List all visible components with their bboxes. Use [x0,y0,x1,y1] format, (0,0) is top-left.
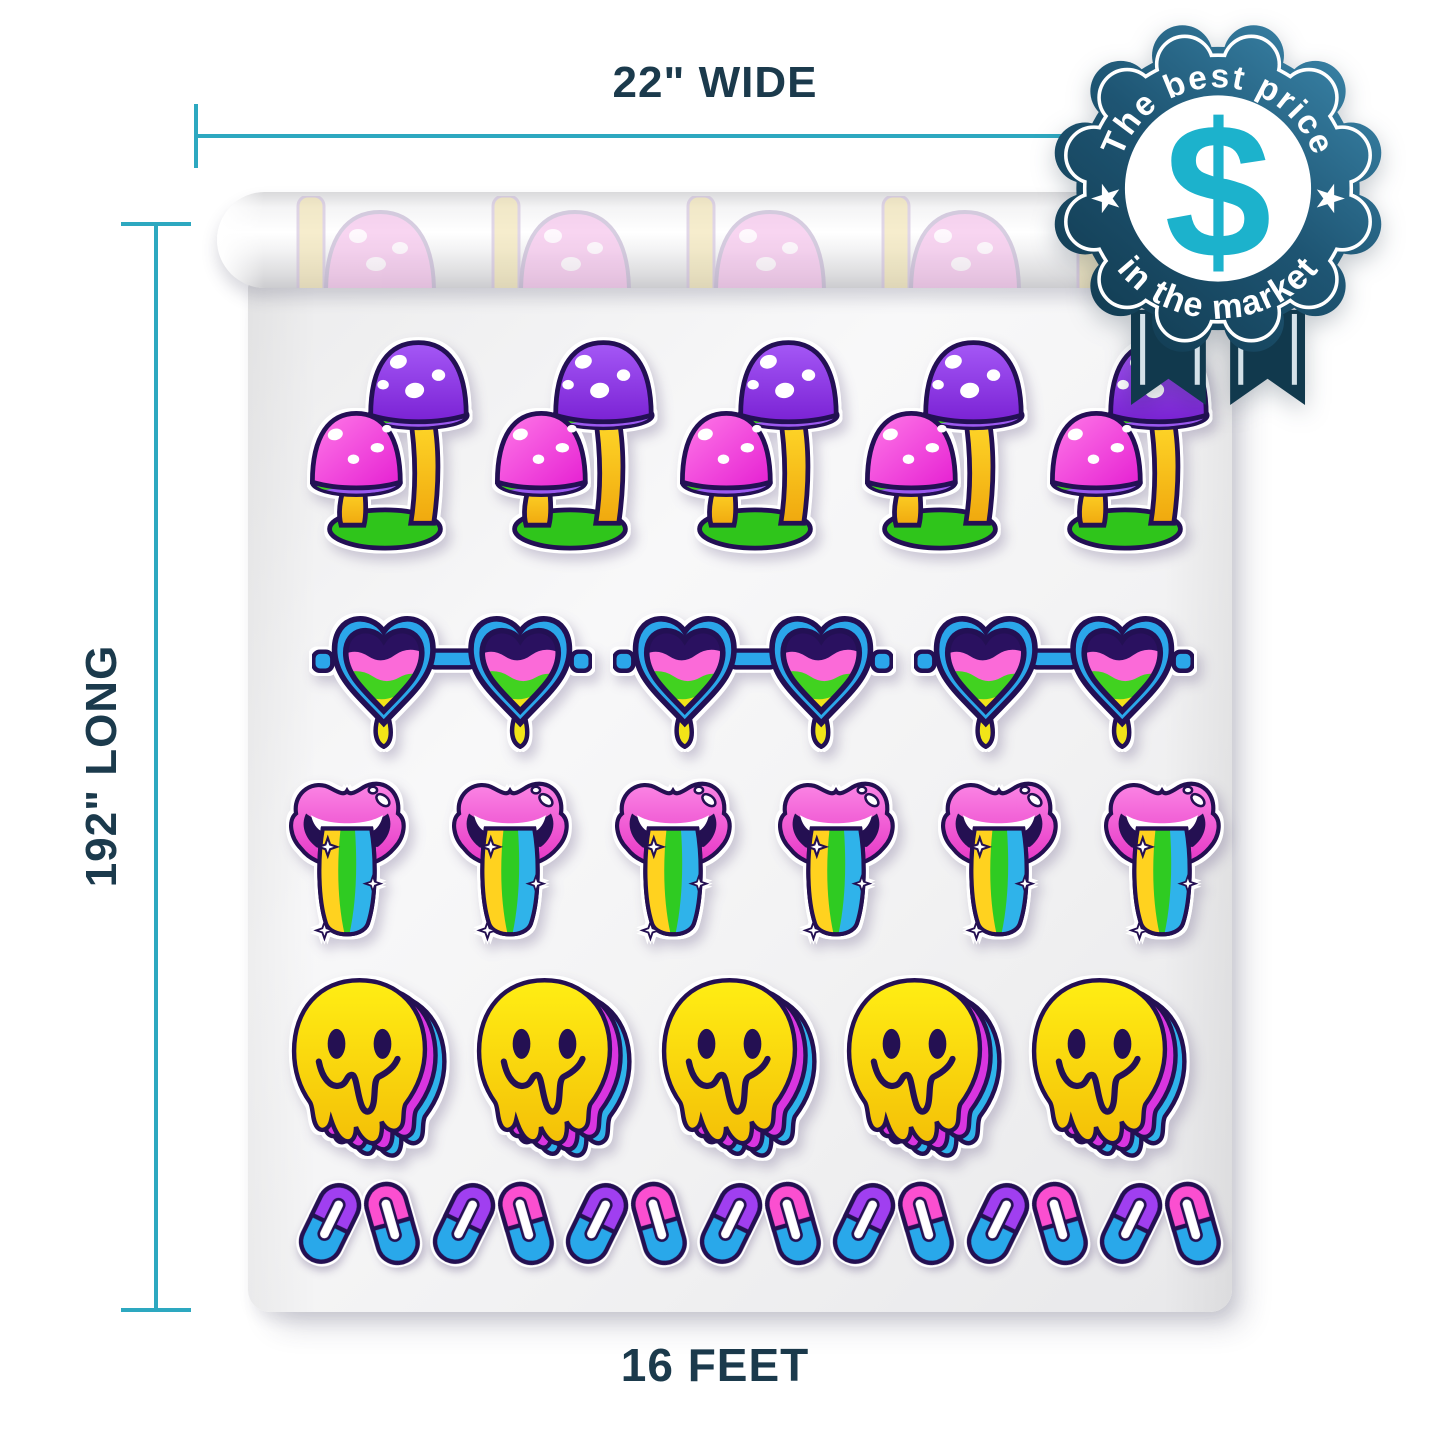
length-dimension-tick-top [121,222,191,226]
width-dimension-line [196,134,1234,138]
psychedelic-mushrooms-sticker [669,333,841,553]
pill-capsule-sticker [353,1172,432,1275]
melting-smiley-sticker [657,973,825,1159]
best-price-badge: $ The best price in the market ★ ★ [1054,25,1382,406]
pill-capsule-sticker [486,1172,565,1275]
badge-center-disc [1124,95,1312,282]
psychedelic-mushrooms-sticker [299,333,471,553]
dollar-icon: $ [1165,83,1272,298]
ribbon-tails [1130,309,1306,406]
width-dimension-tick-left [194,104,198,168]
psychedelic-mushrooms-sticker [854,333,1026,553]
rainbow-tongue-lips-sticker [276,765,418,953]
pill-capsule-sticker [753,1172,832,1275]
footage-label: 16 FEET [620,1339,810,1391]
psychedelic-mushrooms-sticker [484,333,656,553]
melting-smiley-sticker [1027,973,1195,1159]
pill-capsule-sticker [1154,1172,1233,1275]
melting-smiley-sticker [842,973,1010,1159]
rainbow-tongue-lips-sticker [602,765,744,953]
length-dimension-tick-bottom [121,1308,191,1312]
pill-capsule-sticker [887,1172,966,1275]
rainbow-tongue-lips-sticker [439,765,581,953]
rainbow-tongue-lips-sticker [765,765,907,953]
melting-smiley-sticker [472,973,640,1159]
heart-sunglasses-sticker [312,598,592,749]
length-dimension-line [154,224,158,1310]
width-dimension-label: 22" WIDE [612,58,818,107]
heart-sunglasses-sticker [914,598,1194,749]
heart-sunglasses-sticker [613,598,893,749]
rainbow-tongue-lips-sticker [928,765,1070,953]
melting-smiley-sticker [287,973,455,1159]
pill-capsule-sticker [620,1172,699,1275]
pill-capsule-sticker [1020,1172,1099,1275]
rainbow-tongue-lips-sticker [1091,765,1233,953]
